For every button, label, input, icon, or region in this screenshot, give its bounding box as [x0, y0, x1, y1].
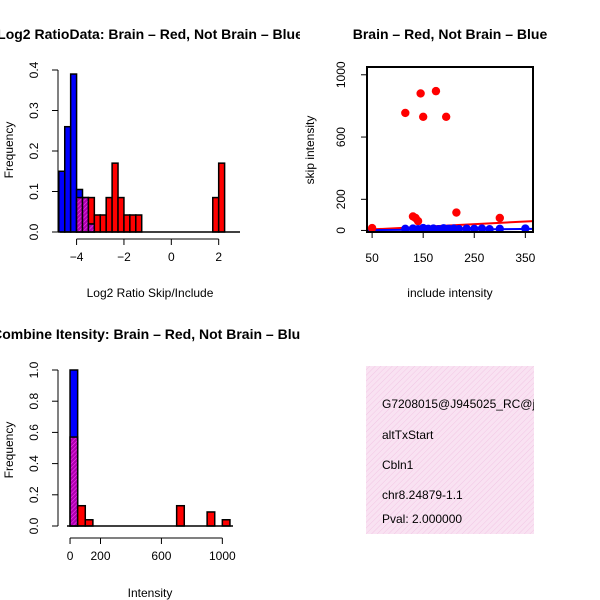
info-background: [366, 366, 534, 534]
y-tick-label: 0.4: [27, 61, 41, 78]
overlap-bar: [81, 196, 90, 233]
x-tick-label: 150: [413, 251, 433, 265]
y-tick-label: 0.6: [27, 424, 41, 441]
plot-box: [366, 66, 534, 233]
overlap-bar: [75, 196, 84, 233]
x-tick-label: 200: [90, 549, 110, 563]
y-tick-label: 0.0: [27, 223, 41, 240]
overlap-bar: [87, 223, 96, 233]
histogram-bars: [58, 73, 240, 233]
y-tick-label: 1000: [334, 61, 348, 88]
red-point: [416, 89, 425, 98]
x-tick-label: 50: [365, 251, 379, 265]
y-tick-label: 0.0: [27, 517, 41, 534]
y-tick-label: 1.0: [27, 361, 41, 378]
blue-point: [462, 224, 471, 232]
red-bar: [99, 214, 107, 233]
blue-bar: [69, 73, 78, 233]
red-bar: [175, 504, 186, 527]
y-tick-label: 600: [334, 127, 348, 147]
red-point: [367, 223, 377, 232]
y-axis-label: Frequency: [2, 122, 16, 179]
y-axis-label: skip intensity: [303, 116, 317, 185]
red-bar: [105, 196, 113, 233]
red-point: [413, 216, 423, 226]
red-bar: [212, 196, 220, 233]
axes: 0 200 600 1000 0.0 0.2 0.4 0.6 0.8 1.0: [27, 361, 236, 563]
red-point: [418, 112, 428, 122]
red-bar: [84, 519, 94, 527]
red-point: [495, 213, 504, 223]
y-tick-label: 0.3: [27, 102, 41, 119]
scatter-points: [367, 86, 533, 232]
x-axis-label: include intensity: [407, 286, 492, 300]
blue-bar: [63, 125, 72, 233]
x-tick-label: −2: [117, 250, 131, 264]
x-tick-label: 0: [168, 250, 175, 264]
x-tick-label: −4: [70, 250, 84, 264]
red-point: [401, 108, 410, 118]
red-bar: [217, 162, 226, 233]
chart-title: Brain – Red, Not Brain – Blue: [353, 26, 548, 42]
x-tick-label: 2: [215, 250, 222, 264]
y-tick-label: 0.8: [27, 393, 41, 410]
red-bar: [123, 214, 131, 233]
red-bar: [117, 196, 125, 233]
probe-info-box: G7208015@J945025_RC@j_at altTxStart Cbln…: [366, 366, 552, 534]
red-bar: [221, 519, 231, 527]
blue-bar: [58, 170, 66, 233]
gene-name: Cbln1: [382, 458, 414, 472]
red-bar: [135, 214, 143, 233]
y-tick-label: 0.1: [27, 183, 41, 200]
probe-id: G7208015@J945025_RC@j_at: [382, 397, 552, 411]
blue-point: [470, 224, 479, 232]
histogram-bars: [67, 369, 233, 527]
red-bar: [111, 162, 119, 233]
red-bar: [206, 511, 216, 527]
log2-ratio-histogram: Log2 RatioData: Brain – Red, Not Brain –…: [0, 26, 303, 300]
x-tick-label: 600: [151, 549, 171, 563]
red-bar: [129, 214, 137, 233]
red-point: [431, 86, 441, 96]
y-tick-label: 0.2: [27, 486, 41, 503]
blue-point: [521, 224, 530, 232]
overlap-bar: [69, 436, 79, 527]
x-axis-label: Log2 Ratio Skip/Include: [87, 286, 214, 300]
axes: −4 −2 0 2 0.0 0.1 0.2 0.3 0.4: [27, 61, 222, 264]
y-tick-label: 200: [334, 189, 348, 209]
red-bar: [87, 196, 96, 225]
red-bar: [93, 214, 102, 233]
y-tick-label: 0.4: [27, 455, 41, 472]
chart-title: Log2 RatioData: Brain – Red, Not Brain –…: [0, 26, 303, 42]
red-point: [452, 208, 461, 217]
blue-point: [454, 224, 464, 232]
y-axis-label: Frequency: [2, 422, 16, 479]
y-tick-label: 0.2: [27, 142, 41, 159]
blue-point: [401, 224, 410, 232]
red-bar: [76, 504, 87, 527]
x-tick-label: 0: [67, 549, 74, 563]
x-tick-label: 350: [515, 251, 535, 265]
blue-point: [485, 224, 494, 232]
chromosome-locus: chr8.24879-1.1: [382, 488, 463, 502]
x-axis-label: Intensity: [128, 586, 173, 600]
blue-point: [495, 224, 504, 232]
blue-point: [477, 224, 487, 232]
combined-intensity-histogram: Combine Itensity: Brain – Red, Not Brain…: [0, 326, 308, 600]
red-point: [441, 112, 451, 122]
event-type: altTxStart: [382, 428, 434, 442]
chart-title: Combine Itensity: Brain – Red, Not Brain…: [0, 326, 308, 342]
axes: 50 150 250 350 0 200 600 1000: [334, 61, 536, 265]
intensity-scatter-plot: Brain – Red, Not Brain – Blue 50 150 250 35…: [303, 26, 547, 300]
p-value: Pval: 2.000000: [382, 512, 462, 526]
y-tick-label: 0: [334, 227, 348, 234]
x-tick-label: 1000: [209, 549, 236, 563]
x-tick-label: 250: [464, 251, 484, 265]
